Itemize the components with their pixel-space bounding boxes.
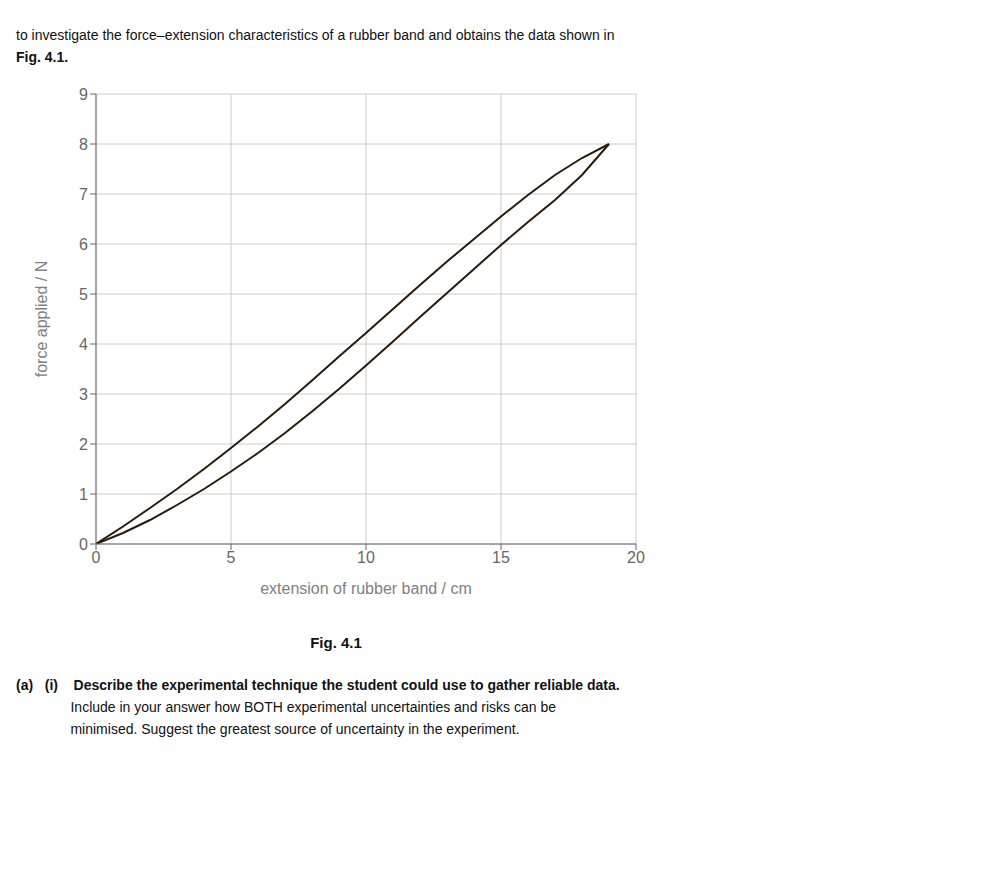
svg-text:5: 5 [227, 549, 236, 566]
html-text:Include in your answer how BOT: Include in your answer how BOTH experime… [16, 699, 556, 715]
svg-text:15: 15 [492, 549, 510, 566]
svg-text:force applied / N: force applied / N [33, 261, 50, 378]
svg-text:20: 20 [627, 549, 645, 566]
svg-text:4: 4 [79, 336, 88, 353]
svg-text:8: 8 [79, 136, 88, 153]
svg-text:0: 0 [92, 549, 101, 566]
html-text:(a) (i) Describe the experimen: (a) (i) Describe the experimental techni… [16, 677, 620, 693]
svg-text:6: 6 [79, 236, 88, 253]
svg-text:9: 9 [79, 86, 88, 103]
html-text:minimised. Suggest the greates: minimised. Suggest the greatest source o… [16, 721, 520, 737]
html-text:Fig. 4.1: Fig. 4.1 [310, 634, 362, 651]
svg-text:3: 3 [79, 386, 88, 403]
svg-text:extension of rubber band / cm: extension of rubber band / cm [260, 580, 472, 597]
svg-text:7: 7 [79, 186, 88, 203]
svg-text:10: 10 [357, 549, 375, 566]
svg-text:2: 2 [79, 436, 88, 453]
svg-text:5: 5 [79, 286, 88, 303]
svg-text:0: 0 [79, 536, 88, 553]
svg-text:1: 1 [79, 486, 88, 503]
html-text:to investigate the force–exten: to investigate the force–extension chara… [16, 27, 615, 43]
html-text:Fig. 4.1.: Fig. 4.1. [16, 49, 69, 65]
